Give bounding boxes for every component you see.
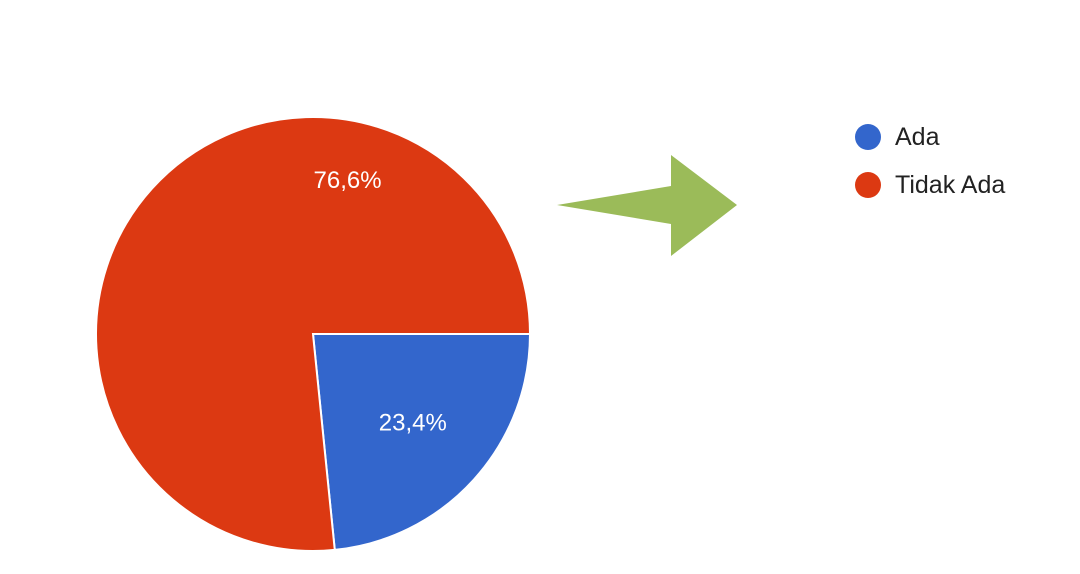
legend-item-ada[interactable]: Ada: [855, 113, 1005, 161]
legend-label-tidak-ada: Tidak Ada: [895, 170, 1006, 199]
pie-slice-ada[interactable]: [311, 333, 532, 552]
pie-slice-label-ada: 23,4%: [379, 410, 447, 437]
pie-slice-tidak-ada[interactable]: [95, 116, 532, 552]
arrow-right-icon: [557, 155, 737, 256]
chart-legend: Ada Tidak Ada: [855, 113, 1005, 209]
legend-label-ada: Ada: [895, 122, 940, 151]
legend-swatch-tidak-ada: [855, 172, 881, 198]
pie-slices: [95, 116, 532, 552]
pie-slice-labels: 23,4% 76,6%: [314, 167, 447, 437]
pie-slice-label-tidak-ada: 76,6%: [314, 167, 382, 194]
legend-swatch-ada: [855, 124, 881, 150]
legend-item-tidak-ada[interactable]: Tidak Ada: [855, 161, 1005, 209]
